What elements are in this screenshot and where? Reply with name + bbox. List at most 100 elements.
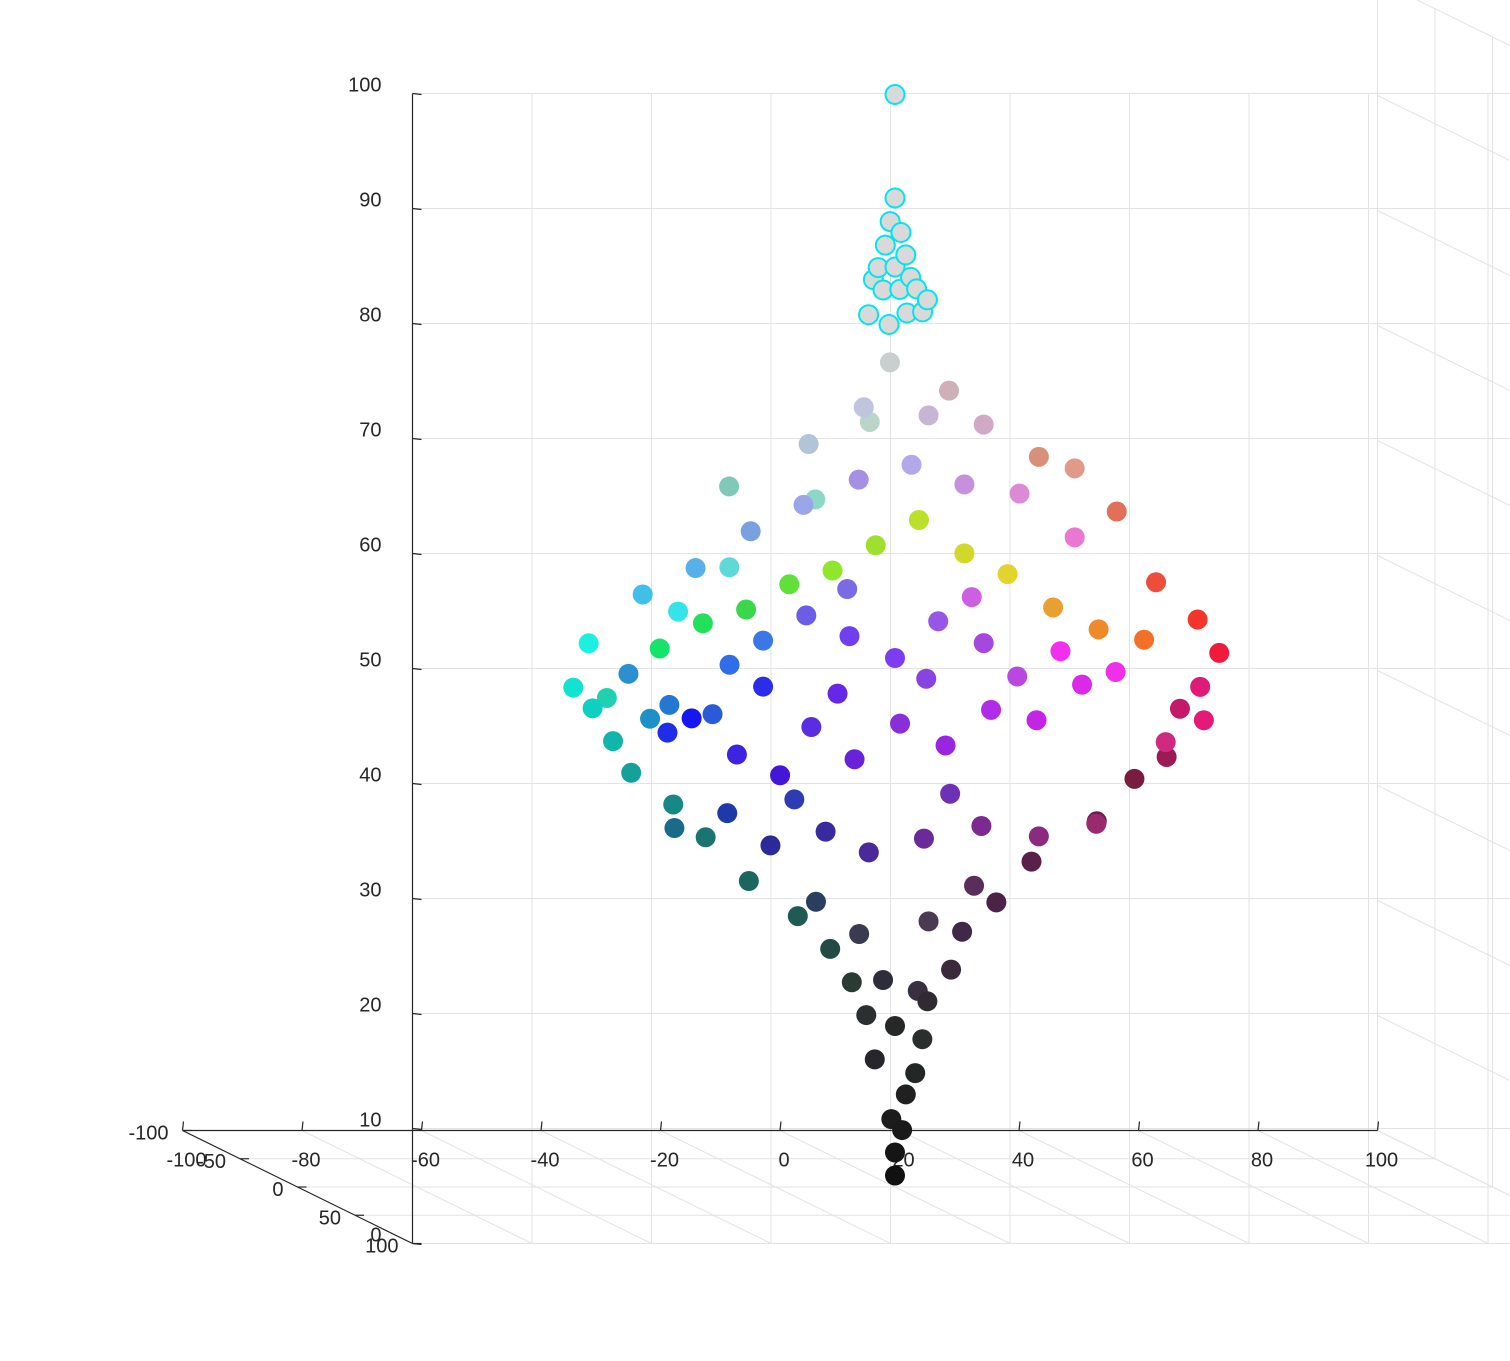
- data-point: [954, 543, 975, 564]
- data-point: [849, 924, 870, 944]
- data-point: [918, 911, 939, 932]
- data-point: [663, 794, 684, 815]
- data-point: [1072, 674, 1093, 695]
- data-point: [935, 735, 956, 756]
- x-tick-label: -60: [411, 1150, 440, 1172]
- x-tick-mark: [540, 1121, 543, 1131]
- x-tick-mark: [1257, 1121, 1260, 1131]
- data-point: [793, 494, 814, 515]
- grid-line: [1377, 900, 1510, 967]
- axes: [181, 92, 1380, 1246]
- grid-line: [1377, 325, 1510, 392]
- data-point: [649, 638, 670, 659]
- z-tick-mark: [412, 782, 422, 786]
- data-point: [841, 972, 862, 993]
- tick-labels: -100 -80 -60 -40 -20 0 20 40 60 80 100-100-5005010…: [128, 75, 1398, 1258]
- highlight-point: [878, 314, 900, 335]
- data-point: [719, 476, 740, 497]
- data-point: [1124, 768, 1145, 789]
- data-point: [890, 713, 911, 734]
- data-point: [885, 648, 905, 668]
- x-tick-label: -40: [531, 1150, 560, 1172]
- data-point: [940, 783, 961, 804]
- data-point: [719, 654, 740, 675]
- data-point: [1043, 597, 1064, 618]
- z-tick-label: 100: [348, 75, 381, 97]
- data-point: [853, 397, 874, 418]
- y-tick-label: 50: [319, 1207, 341, 1229]
- z-tick-label: 50: [359, 650, 381, 672]
- z-tick-mark: [412, 322, 422, 326]
- data-point: [798, 434, 819, 455]
- data-point: [668, 601, 689, 622]
- data-point: [779, 574, 800, 595]
- x-tick-label: 60: [1131, 1150, 1153, 1172]
- data-point: [973, 414, 994, 435]
- data-point: [1156, 746, 1177, 767]
- highlight-point: [895, 244, 917, 266]
- data-point: [1026, 710, 1047, 731]
- grid-line: [1377, 785, 1510, 852]
- z-tick-mark: [412, 667, 422, 671]
- highlight-point: [884, 187, 906, 209]
- highlight-point: [890, 222, 912, 243]
- data-point: [1007, 666, 1028, 687]
- data-point: [796, 605, 817, 626]
- z-tick-label: 70: [359, 420, 381, 442]
- grid-line: [1377, 555, 1510, 622]
- data-point: [695, 827, 716, 848]
- y-tick-label: 0: [272, 1179, 283, 1201]
- data-point: [837, 579, 858, 599]
- x-tick-label: -20: [650, 1150, 679, 1172]
- data-point: [1146, 572, 1167, 593]
- data-point: [1028, 446, 1049, 467]
- data-point: [596, 687, 617, 708]
- data-points: [563, 84, 1230, 1186]
- y-tick-label: -100: [128, 1123, 168, 1145]
- data-point: [918, 405, 939, 426]
- highlight-point: [916, 289, 938, 311]
- x-tick-label: 80: [1251, 1150, 1273, 1172]
- data-point: [885, 1016, 905, 1036]
- x-tick-mark: [420, 1121, 424, 1131]
- data-point: [1050, 641, 1071, 662]
- data-point: [916, 668, 937, 689]
- data-point: [657, 722, 678, 743]
- data-point: [681, 708, 702, 729]
- data-point: [717, 803, 738, 824]
- data-point: [939, 380, 959, 401]
- x-tick-mark: [659, 1121, 663, 1131]
- y-tick-label: 100: [365, 1236, 398, 1258]
- data-point: [801, 717, 822, 737]
- x-tick-mark: [1018, 1121, 1021, 1131]
- x-tick-label: -80: [292, 1150, 321, 1172]
- data-point: [770, 765, 791, 786]
- data-point: [856, 1005, 877, 1026]
- data-point: [822, 560, 843, 581]
- data-point: [719, 557, 740, 578]
- x-tick-mark: [301, 1121, 304, 1131]
- data-point: [784, 789, 805, 810]
- z-tick-mark: [412, 1242, 422, 1246]
- data-point: [582, 698, 603, 719]
- data-point: [753, 676, 774, 697]
- x-tick-mark: [181, 1121, 185, 1131]
- grid-line: [1377, 210, 1510, 277]
- grid-line: [1416, 0, 1510, 47]
- z-tick-label: 10: [359, 1110, 381, 1132]
- x-tick-mark: [779, 1121, 782, 1131]
- data-point: [865, 535, 886, 556]
- z-tick-mark: [412, 552, 422, 556]
- data-point: [1209, 642, 1230, 663]
- data-point: [563, 677, 584, 698]
- x-tick-label: -100: [166, 1150, 206, 1172]
- data-point: [805, 891, 826, 912]
- data-point: [961, 587, 982, 608]
- data-point: [917, 991, 938, 1012]
- data-point: [820, 938, 841, 959]
- x-tick-label: 40: [1012, 1150, 1034, 1172]
- data-point: [827, 683, 848, 704]
- data-point: [908, 510, 929, 530]
- data-point: [1028, 826, 1049, 847]
- data-point: [892, 1120, 913, 1141]
